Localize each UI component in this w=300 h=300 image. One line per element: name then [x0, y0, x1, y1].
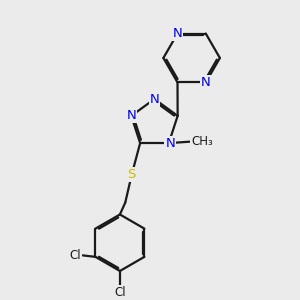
Text: Cl: Cl	[114, 286, 126, 299]
Text: N: N	[172, 27, 182, 40]
Text: CH₃: CH₃	[191, 135, 213, 148]
Text: S: S	[128, 168, 136, 181]
Text: N: N	[165, 136, 175, 150]
Text: N: N	[201, 76, 211, 89]
Text: N: N	[126, 110, 136, 122]
Text: N: N	[150, 92, 159, 106]
Text: Cl: Cl	[69, 249, 81, 262]
